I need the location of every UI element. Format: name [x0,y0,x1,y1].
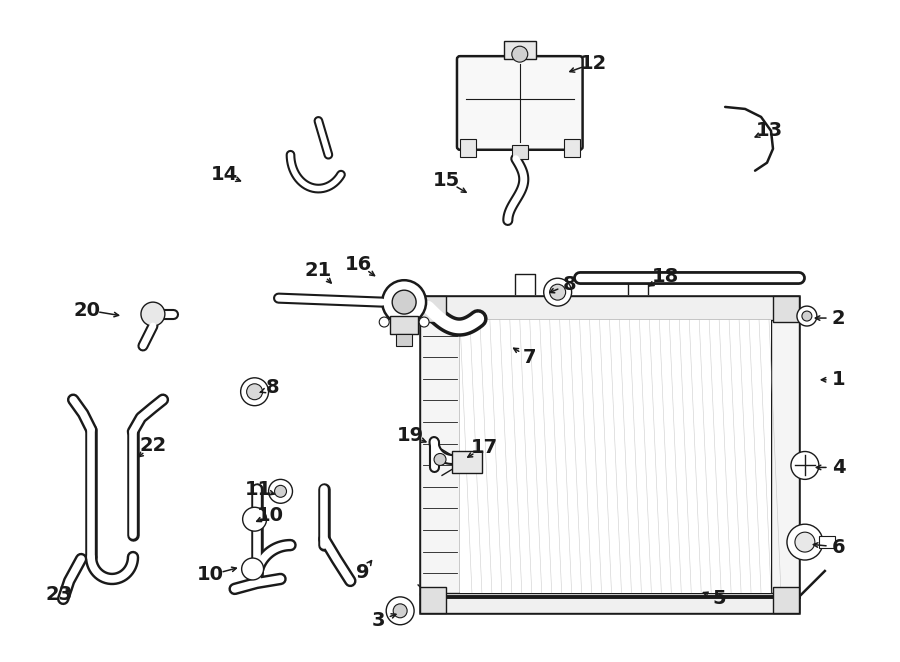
Text: 22: 22 [140,436,166,455]
Circle shape [379,317,389,327]
Bar [396,334,412,346]
Bar [452,451,482,473]
Circle shape [240,378,268,406]
Bar [773,587,799,613]
Text: 8: 8 [266,378,279,397]
Text: 19: 19 [397,426,424,445]
Text: 17: 17 [471,438,498,457]
Circle shape [393,604,407,618]
Text: 18: 18 [652,267,679,286]
FancyBboxPatch shape [457,56,582,150]
Circle shape [434,453,446,465]
Text: 14: 14 [212,165,239,184]
Bar [460,139,476,157]
Circle shape [382,280,426,324]
Bar [420,587,446,613]
Text: 6: 6 [832,538,846,557]
Circle shape [243,507,266,531]
Circle shape [386,597,414,625]
Circle shape [802,311,812,321]
Bar [512,145,527,159]
Text: 7: 7 [523,348,536,367]
Circle shape [796,306,817,326]
Text: 20: 20 [74,301,101,320]
Text: 16: 16 [345,255,372,274]
Bar [773,296,799,322]
Circle shape [247,384,263,400]
Circle shape [141,302,165,326]
Text: 15: 15 [432,171,460,190]
Bar [420,593,799,613]
Text: 11: 11 [245,480,272,499]
Circle shape [392,290,416,314]
Text: 23: 23 [46,585,73,604]
Text: 2: 2 [832,308,846,328]
Text: 12: 12 [580,54,608,73]
Bar [819,536,835,548]
Circle shape [550,284,565,300]
Bar [771,314,799,595]
Text: 10: 10 [197,565,224,585]
Text: 10: 10 [257,506,284,525]
Text: 5: 5 [713,589,726,608]
Circle shape [787,524,823,560]
Bar [563,139,580,157]
Text: 1: 1 [832,370,846,389]
Bar [420,296,446,322]
Text: 3: 3 [372,611,385,630]
Circle shape [241,558,264,580]
Circle shape [512,46,527,62]
Text: 9: 9 [356,563,369,583]
Bar [420,296,799,320]
Circle shape [274,485,286,497]
Text: 4: 4 [832,458,846,477]
Bar [420,314,460,595]
Circle shape [795,532,815,552]
Circle shape [419,317,429,327]
Bar [504,41,536,59]
Text: 8: 8 [562,275,576,294]
Circle shape [791,451,819,479]
Text: 13: 13 [755,121,783,140]
Bar [420,296,799,613]
Circle shape [268,479,292,503]
Text: 21: 21 [305,261,332,280]
Bar [391,316,419,334]
Circle shape [544,278,572,306]
Bar [460,320,771,593]
